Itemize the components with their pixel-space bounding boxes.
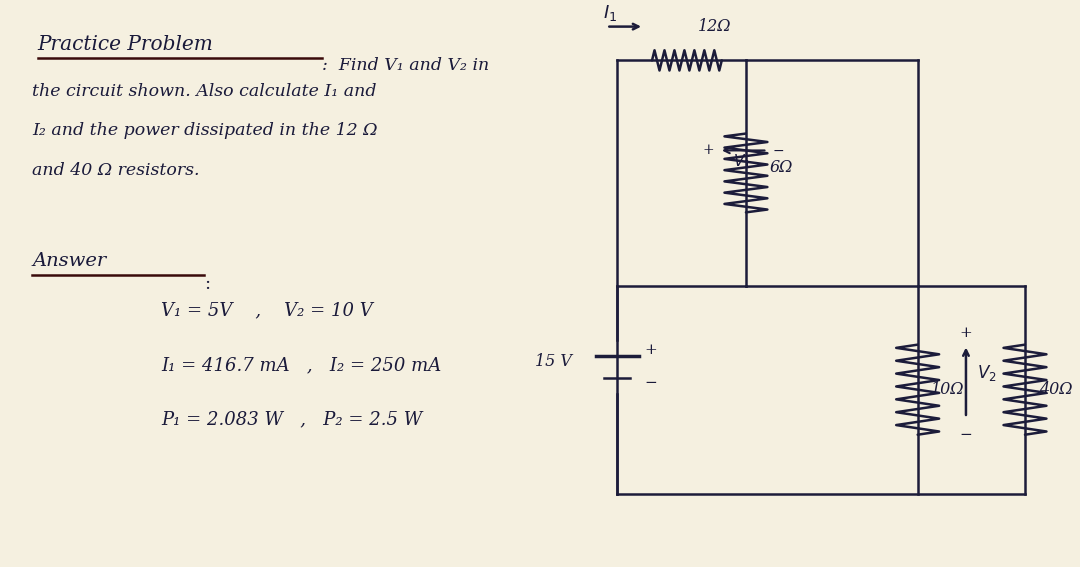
Text: +: + [960, 327, 972, 340]
Text: :  Find V₁ and V₂ in: : Find V₁ and V₂ in [322, 57, 489, 74]
Text: $\mathit{V_2}$: $\mathit{V_2}$ [976, 363, 997, 383]
Text: +: + [644, 343, 657, 357]
Text: 40Ω: 40Ω [1039, 381, 1072, 398]
Text: :: : [204, 275, 210, 293]
Text: I₂ and the power dissipated in the 12 Ω: I₂ and the power dissipated in the 12 Ω [32, 122, 378, 139]
Text: $\mathit{V_1}$: $\mathit{V_1}$ [732, 152, 751, 171]
Text: 6Ω: 6Ω [770, 159, 793, 176]
Text: $\mathit{I_1}$: $\mathit{I_1}$ [603, 3, 617, 23]
Text: and 40 Ω resistors.: and 40 Ω resistors. [32, 162, 200, 179]
Text: Practice Problem: Practice Problem [38, 35, 214, 54]
Text: I₁ = 416.7 mA   ,   I₂ = 250 mA: I₁ = 416.7 mA , I₂ = 250 mA [161, 356, 442, 374]
Text: P₁ = 2.083 W   ,   P₂ = 2.5 W: P₁ = 2.083 W , P₂ = 2.5 W [161, 411, 422, 429]
Text: 12Ω: 12Ω [698, 18, 731, 35]
Text: V₁ = 5V    ,    V₂ = 10 V: V₁ = 5V , V₂ = 10 V [161, 301, 373, 319]
Text: the circuit shown. Also calculate I₁ and: the circuit shown. Also calculate I₁ and [32, 83, 377, 100]
Text: Answer: Answer [32, 252, 107, 270]
Text: 10Ω: 10Ω [931, 381, 964, 398]
Text: +: + [702, 143, 714, 158]
Text: 15 V: 15 V [536, 353, 572, 370]
Text: −: − [960, 428, 972, 442]
Text: −: − [773, 143, 784, 158]
Text: −: − [644, 376, 657, 390]
